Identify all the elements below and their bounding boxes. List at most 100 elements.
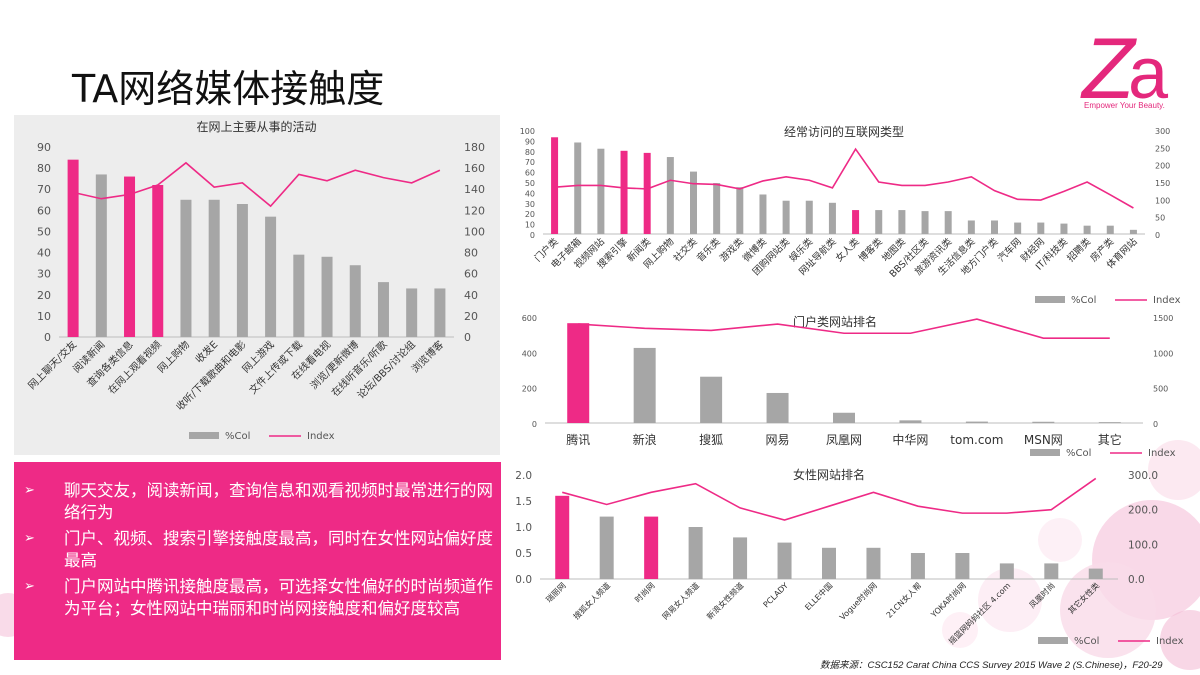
category-label: 浏览/更新微博 (307, 338, 361, 392)
y-tick-label: 40 (37, 247, 51, 260)
category-label: 游戏类 (717, 235, 746, 264)
bar-网上聊天/交友 (67, 159, 79, 337)
category-label: PCLADY (762, 581, 790, 609)
bar-其它女性类 (1088, 568, 1103, 579)
y-tick-label: 80 (37, 162, 51, 175)
svg-text:a: a (1128, 34, 1169, 114)
legend-label: %Col (1066, 448, 1091, 459)
chart-title: 女性网站排名 (793, 467, 865, 482)
y2-tick-label: 250 (1155, 144, 1170, 153)
bar-网上游戏 (265, 216, 277, 337)
bar-浏览博客 (434, 288, 446, 337)
bar-IT/科技类 (1060, 223, 1068, 234)
category-label: MSN网 (1024, 433, 1063, 447)
bar-新浪女性频道 (733, 537, 748, 579)
bar-阅读新闻 (95, 174, 107, 337)
bar-网易 (766, 392, 789, 423)
y-tick-label: 20 (525, 210, 535, 219)
chart-female-sites: 女性网站排名 0.0 0.5 1.0 1.5 2.0 0.0 100.0 200.0 300.0 瑞… (515, 467, 1184, 647)
index-line (554, 147, 1134, 209)
legend-swatch-bar (1030, 449, 1060, 456)
y-tick-label: 600 (522, 314, 537, 323)
y2-tick-label: 20 (464, 310, 478, 323)
bar-微博类 (759, 194, 767, 234)
category-label: 音乐类 (694, 235, 723, 264)
category-label: 收发E (192, 338, 220, 366)
y-tick-label: 80 (525, 148, 535, 157)
bar-YOKA时尚网 (955, 553, 970, 579)
bar-博客类 (875, 210, 883, 234)
bar-网上购物 (666, 157, 674, 234)
y2-tick-label: 120 (464, 204, 485, 217)
bar-查询各类信息 (124, 176, 136, 337)
bar-浏览/更新微博 (349, 265, 361, 337)
y-tick-label: 0 (532, 420, 537, 429)
bar-文件上传或下载 (293, 254, 305, 337)
bar-凤凰时尚 (1044, 563, 1059, 579)
category-label: 其它 (1098, 432, 1122, 447)
chart-panel-activities (14, 115, 500, 455)
y-tick-label: 40 (525, 189, 535, 198)
bar-tom.com (965, 421, 988, 423)
y-tick-label: 20 (37, 289, 51, 302)
y2-tick-label: 160 (464, 162, 485, 175)
y-tick-label: 0 (44, 331, 51, 344)
bar-PCLADY (777, 542, 792, 579)
y-tick-label: 50 (525, 179, 535, 188)
bar-论坛/BBS/讨论组 (406, 288, 418, 337)
y2-tick-label: 100.0 (1128, 539, 1158, 551)
y2-tick-label: 140 (464, 183, 485, 196)
y2-tick-label: 0 (1153, 420, 1158, 429)
category-label: 瑞丽网 (544, 580, 568, 604)
chart-portal-ranking: 门户类网站排名 0 200 400 600 0 500 1000 1500 腾讯 新浪 搜狐 网易 凤凰网… (522, 314, 1176, 459)
bar-在线听音乐/听歌 (377, 282, 389, 337)
y-tick-label: 2.0 (515, 470, 532, 482)
legend-swatch-bar (1038, 637, 1068, 644)
bar-地图类 (898, 210, 906, 234)
bar-生活信息类 (967, 220, 975, 234)
legend-label: %Col (225, 431, 250, 442)
y2-tick-label: 1000 (1153, 349, 1173, 358)
y2-tick-label: 80 (464, 247, 478, 260)
bar-网址导航类 (828, 202, 836, 234)
bar-汽车网 (1014, 222, 1022, 234)
legend-label: Index (1156, 636, 1184, 647)
y-tick-label: 10 (37, 310, 51, 323)
bar-电子邮箱 (574, 142, 582, 234)
svg-text:Z: Z (1080, 21, 1137, 117)
brand-logo: Z a (1080, 21, 1169, 117)
chart-internet-types: 经常访问的互联网类型010203040506070809010005010015… (520, 124, 1181, 306)
y-tick-label: 70 (525, 158, 535, 167)
category-label: 凤凰网 (826, 433, 862, 447)
category-label: 腾讯 (566, 432, 590, 447)
y2-tick-label: 1500 (1153, 314, 1173, 323)
data-source-note: 数据来源：CSC152 Carat China CCS Survey 2015 … (820, 660, 1163, 671)
arrow-bullet-icon: ➢ (24, 579, 35, 594)
bar-21CN女人帮 (910, 553, 925, 579)
bar-新闻类 (643, 152, 651, 234)
bar-团购网站类 (782, 200, 790, 234)
y-tick-label: 60 (37, 204, 51, 217)
y-tick-label: 30 (525, 200, 535, 209)
chart-title: 经常访问的互联网类型 (784, 124, 904, 139)
bar-瑞丽网 (555, 495, 570, 579)
bar-在线看电视 (321, 256, 333, 337)
y2-tick-label: 100 (1155, 196, 1170, 205)
legend-label: Index (307, 431, 335, 442)
category-label: 博客类 (856, 235, 885, 264)
category-label: 搜狐女人频道 (571, 580, 612, 621)
y-tick-label: 90 (37, 141, 51, 154)
bullet-text: 门户、视频、搜索引擎接触度最高，同时在女性网站偏好度最高 (64, 529, 493, 570)
y-tick-label: 50 (37, 225, 51, 238)
chart-title: 在网上主要从事的活动 (196, 119, 316, 134)
bullet-text: 聊天交友，阅读新闻，查询信息和观看视频时最常进行的网络行为 (64, 481, 493, 522)
category-label: 时尚网 (633, 580, 657, 604)
y-tick-label: 200 (522, 385, 537, 394)
y-tick-label: 1.5 (515, 496, 532, 508)
bar-时尚网 (644, 516, 659, 579)
bar-中华网 (899, 420, 922, 423)
category-label: 其它女性类 (1066, 580, 1101, 615)
bar-网易女人频道 (688, 527, 703, 579)
bar-体育网站 (1129, 229, 1137, 234)
y-tick-label: 0.5 (515, 548, 532, 560)
